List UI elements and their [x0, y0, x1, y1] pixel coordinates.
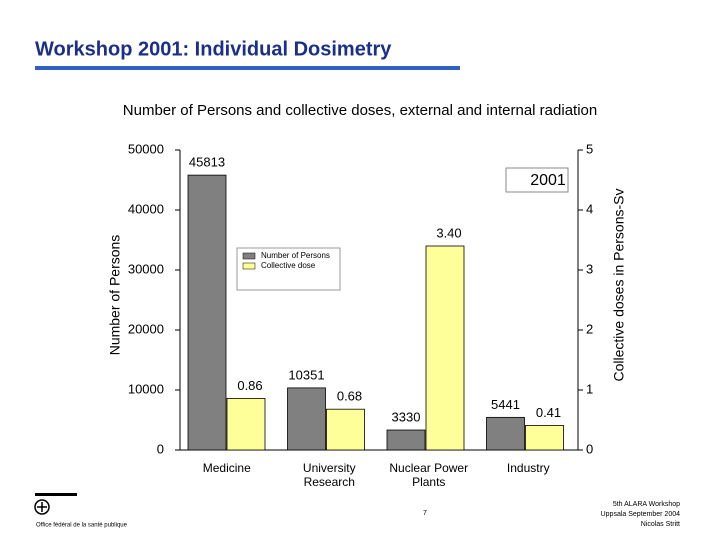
value-label: 0.41: [536, 405, 561, 420]
x-tick-label: Medicine: [202, 461, 251, 475]
slide-title: Workshop 2001: Individual Dosimetry: [35, 38, 392, 60]
x-tick-label: University Research: [302, 461, 356, 489]
chart-title: Number of Persons and collective doses, …: [123, 102, 597, 119]
bar: [226, 397, 266, 451]
x-tick-label: Nuclear Power Plants: [389, 461, 469, 489]
y-tick-label: 40000: [128, 201, 164, 216]
value-label: 0.86: [237, 378, 262, 393]
footer-event: Nicolas Stritt: [641, 521, 680, 528]
footer-page: 7: [423, 510, 427, 517]
footer-organization: Office fédéral de la santé publique: [36, 523, 128, 529]
footer-event: Uppsala September 2004: [601, 511, 680, 518]
bar: [386, 429, 426, 451]
y2-tick-label: 3: [586, 261, 593, 276]
y2-tick-label: 1: [586, 381, 593, 396]
value-label: 3.40: [436, 225, 461, 240]
y-tick-label: 50000: [128, 141, 164, 156]
y-tick-label: 30000: [128, 261, 164, 276]
value-label: 10351: [288, 367, 324, 382]
legend-swatch: [242, 262, 256, 270]
value-label: 3330: [392, 409, 421, 424]
y2-tick-label: 5: [586, 141, 593, 156]
y2-tick-label: 4: [586, 201, 593, 216]
value-label: 0.68: [337, 389, 362, 404]
annotation-box: [505, 167, 569, 193]
legend-label: Number of Persons: [261, 251, 330, 260]
y-tick-label: 0: [157, 441, 164, 456]
bar: [187, 174, 227, 451]
y2-tick-label: 2: [586, 321, 593, 336]
bar: [287, 387, 326, 451]
y-tick-label: 20000: [128, 321, 164, 336]
y-axis-label: Number of Persons: [107, 235, 123, 356]
bar: [525, 424, 564, 451]
legend-label: Collective dose: [261, 261, 316, 270]
legend-swatch: [242, 252, 256, 260]
value-label: 5441: [491, 397, 520, 412]
title-underline: [35, 66, 460, 70]
y2-tick-label: 0: [586, 441, 593, 456]
annotation: 2001: [530, 172, 566, 189]
y2-axis-label: Collective doses in Persons-Sv: [611, 189, 627, 382]
bar: [326, 408, 365, 451]
x-tick-label: Industry: [506, 461, 550, 475]
bar: [486, 416, 525, 451]
bar: [425, 245, 465, 451]
y-tick-label: 10000: [128, 381, 164, 396]
logo: [34, 493, 77, 515]
footer-event: 5th ALARA Workshop: [613, 501, 680, 508]
value-label: 45813: [189, 155, 225, 170]
